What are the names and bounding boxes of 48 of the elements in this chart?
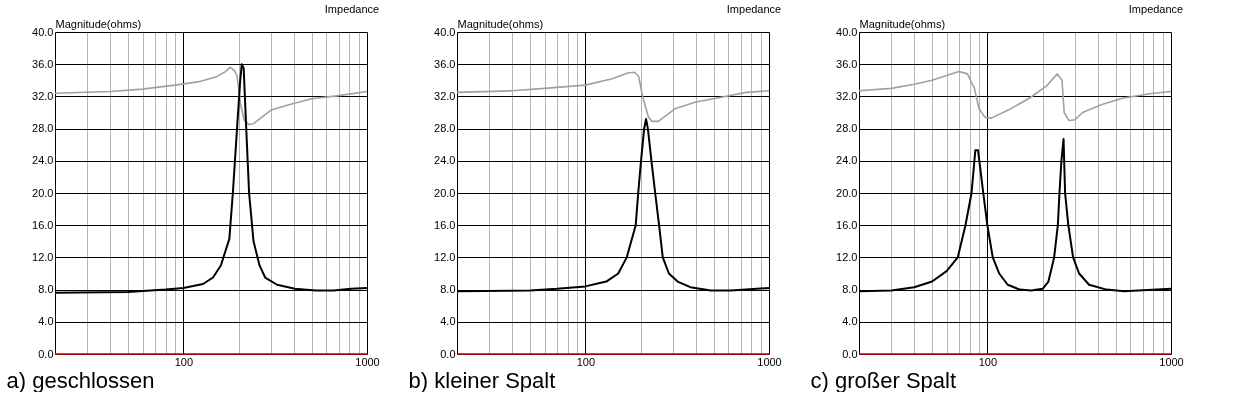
y-axis-title: Magnitude(ohms) xyxy=(55,17,142,30)
y-tick-label: 24.0 xyxy=(434,154,456,167)
y-tick-label: 36.0 xyxy=(836,57,858,70)
y-tick-label: 4.0 xyxy=(440,315,456,328)
y-tick-label: 0.0 xyxy=(842,347,858,360)
y-tick-label: 24.0 xyxy=(32,154,54,167)
y-tick-label: 12.0 xyxy=(836,250,858,263)
y-tick-label: 40.0 xyxy=(32,25,54,38)
y-tick-label: 4.0 xyxy=(38,315,54,328)
y-tick-label: 32.0 xyxy=(32,89,54,102)
y-tick-label: 20.0 xyxy=(32,186,54,199)
chart-title: Impedance xyxy=(324,3,380,15)
y-tick-label: 20.0 xyxy=(434,186,456,199)
x-tick-label: 1000 xyxy=(757,355,782,368)
chart-title: Impedance xyxy=(726,3,782,15)
y-tick-label: 36.0 xyxy=(32,57,54,70)
y-tick-label: 40.0 xyxy=(836,25,858,38)
chart-title: Impedance xyxy=(1128,3,1184,15)
y-tick-label: 32.0 xyxy=(836,89,858,102)
text: c) großer Spalt xyxy=(810,368,957,393)
y-tick-label: 8.0 xyxy=(842,283,858,296)
text: b) kleiner Spalt xyxy=(408,368,556,393)
x-tick-label: 100 xyxy=(978,355,998,368)
y-tick-label: 0.0 xyxy=(440,347,456,360)
y-tick-label: 4.0 xyxy=(842,315,858,328)
y-tick-label: 20.0 xyxy=(836,186,858,199)
y-tick-label: 24.0 xyxy=(836,154,858,167)
y-tick-label: 28.0 xyxy=(32,122,54,135)
y-tick-label: 16.0 xyxy=(434,218,456,231)
y-tick-label: 0.0 xyxy=(38,347,54,360)
y-tick-label: 16.0 xyxy=(836,218,858,231)
y-tick-label: 8.0 xyxy=(38,283,54,296)
y-axis-title: Magnitude(ohms) xyxy=(457,17,544,30)
text: a) geschlossen xyxy=(6,368,155,393)
y-tick-label: 32.0 xyxy=(434,89,456,102)
y-tick-label: 12.0 xyxy=(32,250,54,263)
y-tick-label: 28.0 xyxy=(434,122,456,135)
y-tick-label: 36.0 xyxy=(434,57,456,70)
y-tick-label: 28.0 xyxy=(836,122,858,135)
x-tick-label: 100 xyxy=(576,355,596,368)
x-tick-label: 1000 xyxy=(355,355,380,368)
x-tick-label: 100 xyxy=(174,355,194,368)
y-tick-label: 40.0 xyxy=(434,25,456,38)
y-tick-label: 12.0 xyxy=(434,250,456,263)
x-tick-label: 1000 xyxy=(1159,355,1184,368)
y-tick-label: 16.0 xyxy=(32,218,54,231)
y-tick-label: 8.0 xyxy=(440,283,456,296)
y-axis-title: Magnitude(ohms) xyxy=(859,17,946,30)
